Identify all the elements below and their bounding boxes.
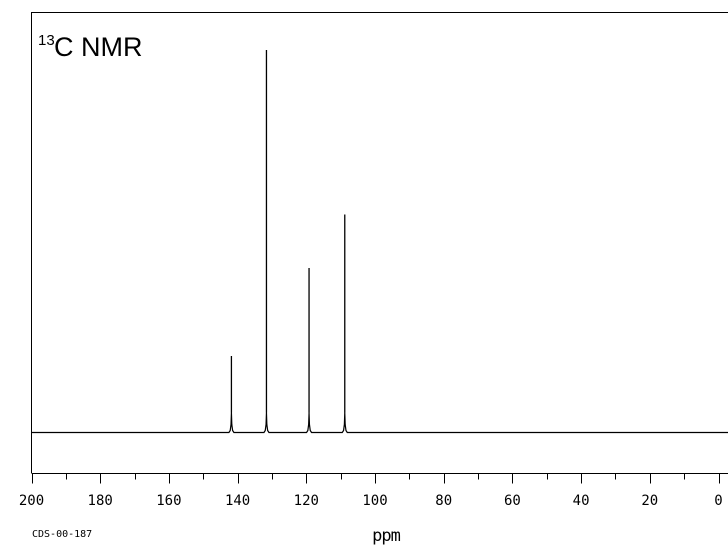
x-tick-label: 140: [225, 493, 250, 509]
x-tick-label: 60: [504, 493, 521, 509]
spectrum-code: CDS-00-187: [32, 529, 92, 540]
spectrum-baseline: [31, 412, 728, 434]
x-axis-ticks: [32, 473, 720, 484]
x-tick-label: 40: [573, 493, 590, 509]
x-tick-label: 80: [435, 493, 452, 509]
x-tick-label: 20: [641, 493, 658, 509]
x-tick-label: 180: [88, 493, 113, 509]
spectrum-peaks: [31, 50, 728, 434]
x-tick-label: 0: [714, 493, 722, 509]
x-tick-label: 160: [156, 493, 181, 509]
x-axis-tick-labels: 200 180 160 140 120 100 80 60 40 20 0: [19, 493, 723, 509]
x-tick-label: 200: [19, 493, 44, 509]
x-tick-label: 120: [294, 493, 319, 509]
chart-title: C NMR: [54, 32, 143, 62]
x-axis-label: ppm: [372, 526, 400, 546]
chart-title-superscript: 13: [38, 32, 55, 49]
x-tick-label: 100: [362, 493, 387, 509]
